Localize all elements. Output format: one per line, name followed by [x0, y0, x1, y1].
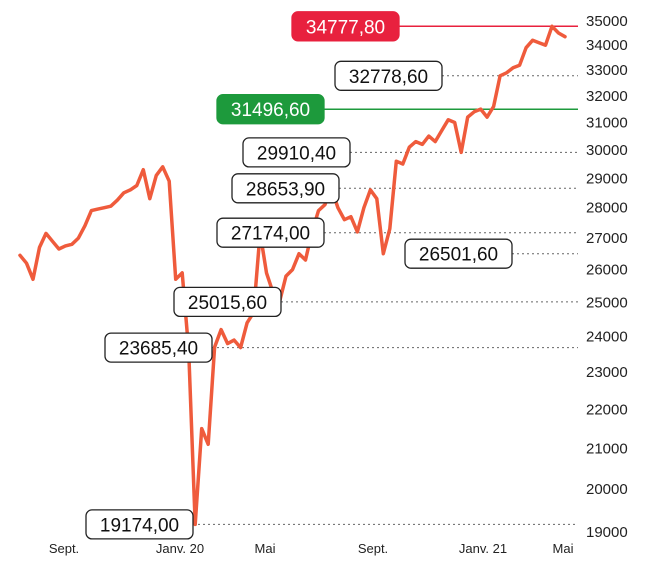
value-label-text: 26501,60 [419, 245, 498, 266]
y-axis: 19000 20000 21000 22000 23000 24000 25000 26000… [586, 13, 628, 541]
y-tick-label: 25000 [586, 294, 628, 311]
y-tick-label: 34000 [586, 37, 628, 54]
y-tick-label: 19000 [586, 524, 628, 541]
y-tick-label: 22000 [586, 401, 628, 418]
x-axis: Sept. Janv. 20 Mai Sept. Janv. 21 Mai [49, 541, 574, 556]
value-label-text: 28653,90 [246, 179, 325, 200]
y-tick-label: 26000 [586, 262, 628, 279]
value-label-box [85, 509, 194, 540]
value-label: 19174,00 [85, 509, 194, 540]
x-tick-label: Janv. 21 [459, 541, 507, 556]
y-tick-label: 27000 [586, 230, 628, 247]
value-label: 32778,60 [334, 60, 443, 91]
x-tick-label: Sept. [49, 541, 79, 556]
y-tick-label: 21000 [586, 440, 628, 457]
value-label-text: 31496,60 [231, 100, 310, 121]
y-tick-label: 23000 [586, 364, 628, 381]
x-tick-label: Mai [255, 541, 276, 556]
y-tick-label: 32000 [586, 88, 628, 105]
value-label-box [404, 238, 513, 269]
value-label: 23685,40 [104, 332, 213, 363]
series-line [18, 24, 567, 527]
x-tick-label: Sept. [358, 541, 388, 556]
x-tick-label: Mai [553, 541, 574, 556]
value-label: 26501,60 [404, 238, 513, 269]
value-label-text: 34777,80 [306, 17, 385, 38]
value-label-box [291, 11, 400, 42]
value-label-box [242, 137, 351, 168]
value-label-box [231, 173, 340, 204]
value-label: 34777,80 [291, 11, 400, 42]
value-label-text: 23685,40 [119, 339, 198, 360]
y-tick-label: 33000 [586, 62, 628, 79]
y-tick-label: 30000 [586, 142, 628, 159]
value-label: 29910,40 [242, 137, 351, 168]
value-label: 25015,60 [173, 286, 282, 318]
y-tick-label: 31000 [586, 115, 628, 132]
reference-lines [193, 25, 578, 525]
y-tick-label: 28000 [586, 200, 628, 217]
x-tick-label: Janv. 20 [156, 541, 204, 556]
y-tick-label: 24000 [586, 329, 628, 346]
value-label-text: 19174,00 [100, 515, 179, 536]
y-tick-label: 35000 [586, 13, 628, 30]
y-tick-label: 29000 [586, 170, 628, 187]
value-label-box [104, 332, 213, 363]
value-label-text: 32778,60 [349, 67, 428, 88]
line-layer [18, 24, 567, 527]
value-label-box [173, 286, 282, 318]
value-label-box [334, 60, 443, 91]
value-label: 28653,90 [231, 173, 340, 204]
value-label: 31496,60 [216, 94, 325, 125]
value-label: 27174,00 [216, 217, 325, 248]
y-tick-label: 20000 [586, 481, 628, 498]
value-label-box [216, 217, 325, 248]
value-label-text: 25015,60 [188, 293, 267, 314]
annotations: 34777,80 32778,60 31496,60 29910,40 28653,90… [85, 11, 513, 540]
value-label-box [216, 94, 325, 125]
value-label-text: 29910,40 [257, 143, 336, 164]
value-label-text: 27174,00 [231, 224, 310, 245]
